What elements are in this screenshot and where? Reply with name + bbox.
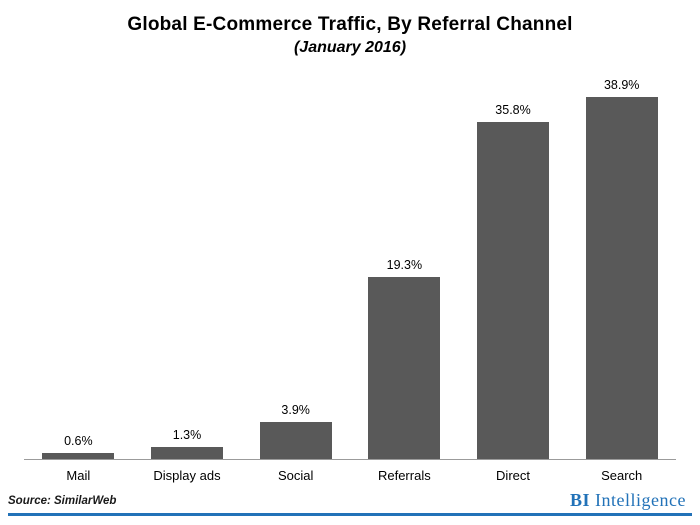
bar-group: 38.9%	[567, 78, 676, 459]
category-label: Search	[601, 468, 643, 483]
bar-value-label: 0.6%	[64, 434, 93, 449]
bar-group: 3.9%	[241, 78, 350, 459]
bar-value-label: 1.3%	[172, 427, 202, 442]
bar	[585, 97, 658, 459]
categories-row: Mail Display ads Social Referrals Direct Sear…	[24, 460, 676, 483]
bar	[477, 122, 549, 459]
category-label: Social	[277, 468, 314, 483]
category-label: Direct	[496, 468, 530, 483]
brand-logo: BI Intelligence	[570, 490, 686, 511]
category-label: Display ads	[153, 468, 221, 483]
brand-logo-bold: BI	[570, 490, 591, 510]
bars-row: 0.6% 1.3% 3.9% 19.3% 35.8% 38.9%	[24, 78, 676, 460]
bar-value-label: 38.9%	[603, 78, 640, 92]
bar-group: 0.6%	[24, 78, 133, 459]
category-label: Referrals	[377, 468, 431, 483]
bar-value-label: 35.8%	[495, 103, 531, 118]
bar	[151, 446, 223, 459]
plot-area: 0.6% 1.3% 3.9% 19.3% 35.8% 38.9% Mail Display …	[24, 78, 676, 483]
bar-value-label: 19.3%	[386, 258, 423, 273]
bar	[259, 422, 332, 459]
category-label: Mail	[66, 468, 91, 483]
bar	[42, 453, 115, 459]
brand-logo-rest: Intelligence	[595, 490, 686, 510]
bar	[368, 277, 441, 459]
chart-title: Global E-Commerce Traffic, By Referral C…	[127, 14, 573, 35]
source-credit: Source: SimilarWeb	[8, 495, 117, 507]
bar-group: 19.3%	[350, 78, 459, 459]
bar-group: 1.3%	[133, 78, 242, 459]
chart-subtitle: (January 2016)	[293, 39, 407, 56]
bar-group: 35.8%	[459, 78, 568, 459]
brand-divider-line	[8, 513, 692, 516]
bar-value-label: 3.9%	[281, 403, 310, 418]
